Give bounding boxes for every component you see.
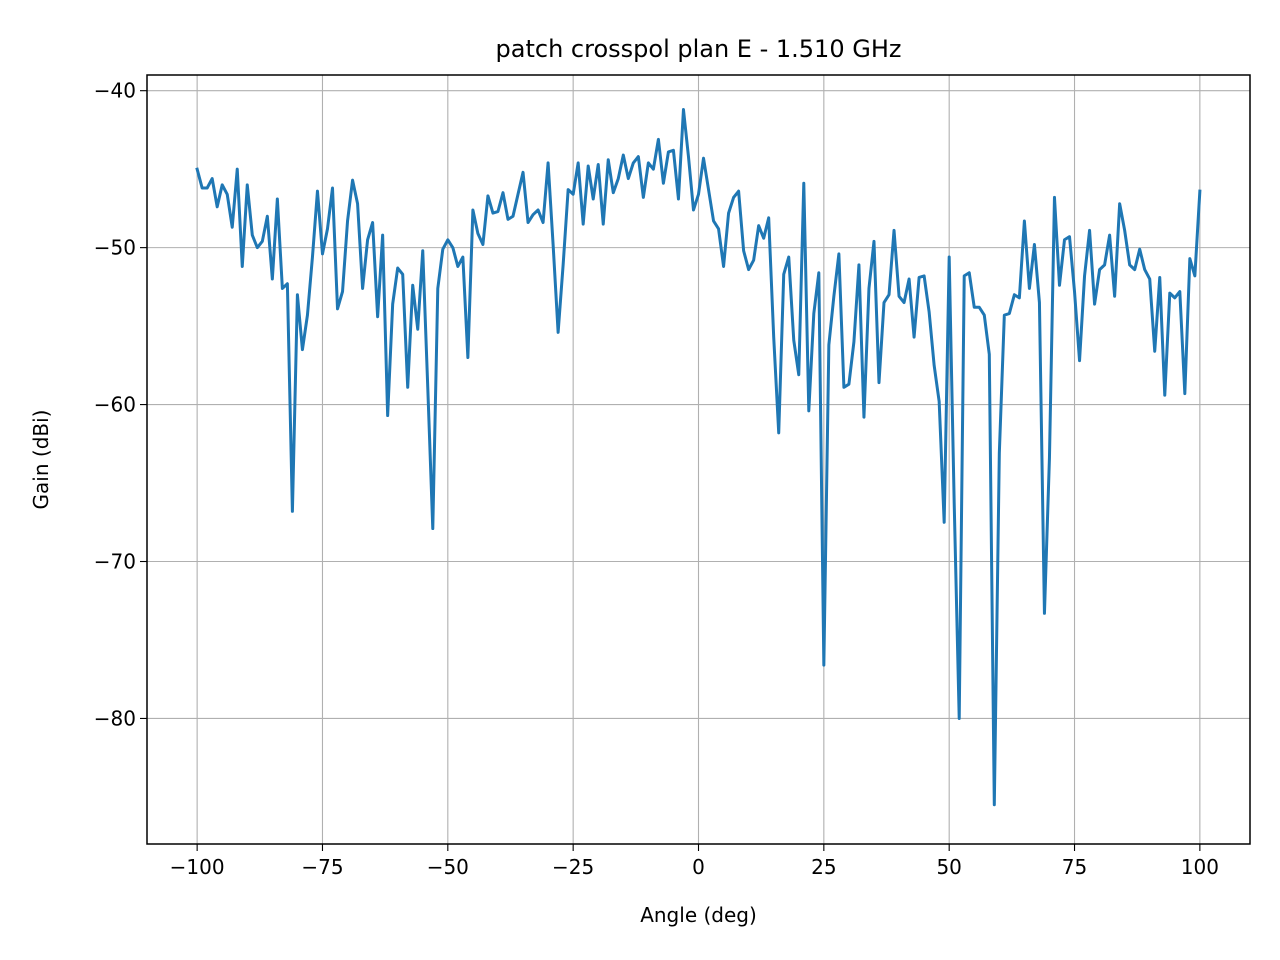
y-axis-label: Gain (dBi): [29, 410, 53, 510]
x-tick-label: −50: [427, 855, 469, 879]
y-tick-label: −80: [94, 706, 136, 730]
y-tick-label: −70: [94, 550, 136, 574]
x-tick-label: 75: [1062, 855, 1087, 879]
axis-ticks: −100 −75 −50 −25 0 25 50 75 100 −40 −50 −60 −70 −80: [94, 79, 1219, 879]
x-tick-label: 0: [692, 855, 705, 879]
x-tick-label: 25: [811, 855, 836, 879]
x-tick-label: 100: [1181, 855, 1219, 879]
data-series: [195, 108, 1202, 807]
chart-title: patch crosspol plan E - 1.510 GHz: [496, 35, 902, 63]
x-tick-label: 50: [936, 855, 961, 879]
x-axis-label: Angle (deg): [640, 903, 757, 927]
y-tick-label: −50: [94, 236, 136, 260]
grid: [147, 75, 1250, 844]
series-line: [195, 108, 1202, 807]
y-tick-label: −60: [94, 393, 136, 417]
x-tick-label: −75: [301, 855, 343, 879]
x-tick-label: −25: [552, 855, 594, 879]
x-tick-label: −100: [170, 855, 225, 879]
y-tick-label: −40: [94, 79, 136, 103]
